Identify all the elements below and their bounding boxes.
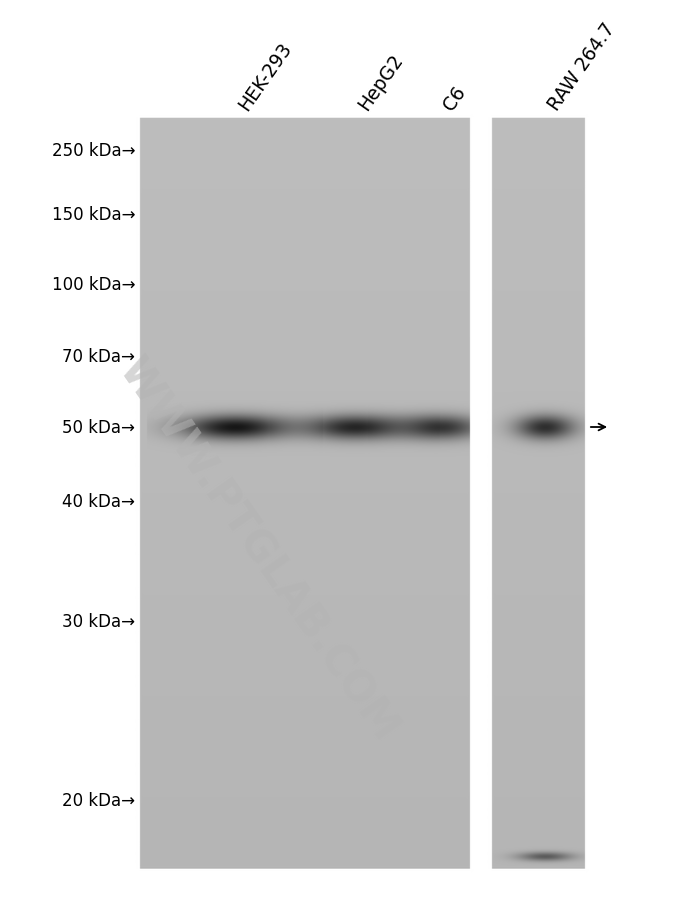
Text: WWW.PTGLAB.COM: WWW.PTGLAB.COM xyxy=(110,351,407,749)
Text: 150 kDa→: 150 kDa→ xyxy=(52,206,135,224)
Text: C6: C6 xyxy=(440,83,470,115)
Text: 40 kDa→: 40 kDa→ xyxy=(62,492,135,511)
Text: HEK-293: HEK-293 xyxy=(235,39,296,115)
Text: RAW 264.7: RAW 264.7 xyxy=(545,20,619,115)
Text: 70 kDa→: 70 kDa→ xyxy=(62,347,135,365)
Text: 100 kDa→: 100 kDa→ xyxy=(52,276,135,294)
Text: 20 kDa→: 20 kDa→ xyxy=(62,791,135,809)
Text: 50 kDa→: 50 kDa→ xyxy=(62,419,135,437)
Text: 250 kDa→: 250 kDa→ xyxy=(52,143,135,161)
Text: 30 kDa→: 30 kDa→ xyxy=(62,612,135,630)
Text: HepG2: HepG2 xyxy=(355,51,407,115)
